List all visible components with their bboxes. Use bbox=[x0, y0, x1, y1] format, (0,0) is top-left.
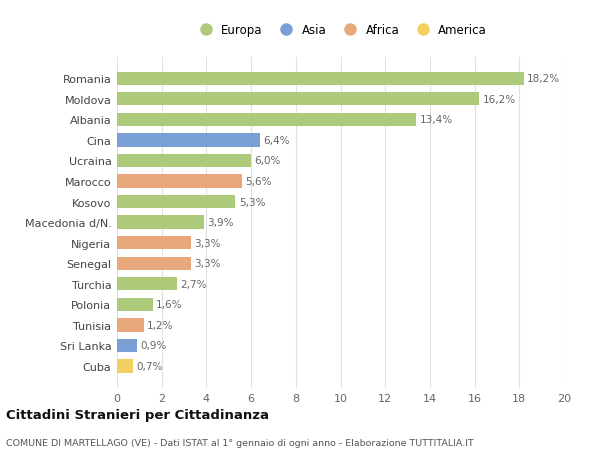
Text: 5,6%: 5,6% bbox=[245, 177, 272, 187]
Text: 3,3%: 3,3% bbox=[194, 258, 221, 269]
Bar bbox=[117, 113, 416, 127]
Text: Cittadini Stranieri per Cittadinanza: Cittadini Stranieri per Cittadinanza bbox=[6, 408, 269, 421]
Text: 16,2%: 16,2% bbox=[482, 95, 515, 105]
Bar bbox=[117, 257, 191, 270]
Text: 5,3%: 5,3% bbox=[239, 197, 265, 207]
Text: 3,9%: 3,9% bbox=[208, 218, 234, 228]
Text: 13,4%: 13,4% bbox=[420, 115, 453, 125]
Bar bbox=[117, 278, 178, 291]
Text: 6,4%: 6,4% bbox=[263, 135, 290, 146]
Bar bbox=[117, 93, 479, 106]
Bar bbox=[117, 154, 251, 168]
Bar bbox=[117, 319, 144, 332]
Bar bbox=[117, 236, 191, 250]
Bar bbox=[117, 298, 153, 311]
Text: COMUNE DI MARTELLAGO (VE) - Dati ISTAT al 1° gennaio di ogni anno - Elaborazione: COMUNE DI MARTELLAGO (VE) - Dati ISTAT a… bbox=[6, 438, 474, 447]
Text: 0,7%: 0,7% bbox=[136, 361, 163, 371]
Bar bbox=[117, 134, 260, 147]
Text: 0,9%: 0,9% bbox=[140, 341, 167, 351]
Bar bbox=[117, 359, 133, 373]
Text: 2,7%: 2,7% bbox=[181, 279, 207, 289]
Text: 1,6%: 1,6% bbox=[156, 300, 182, 310]
Bar bbox=[117, 175, 242, 188]
Bar bbox=[117, 339, 137, 353]
Text: 6,0%: 6,0% bbox=[254, 156, 281, 166]
Bar bbox=[117, 216, 204, 230]
Bar bbox=[117, 196, 235, 209]
Text: 3,3%: 3,3% bbox=[194, 238, 221, 248]
Text: 1,2%: 1,2% bbox=[147, 320, 173, 330]
Legend: Europa, Asia, Africa, America: Europa, Asia, Africa, America bbox=[194, 23, 487, 37]
Text: 18,2%: 18,2% bbox=[527, 74, 560, 84]
Bar bbox=[117, 73, 524, 86]
